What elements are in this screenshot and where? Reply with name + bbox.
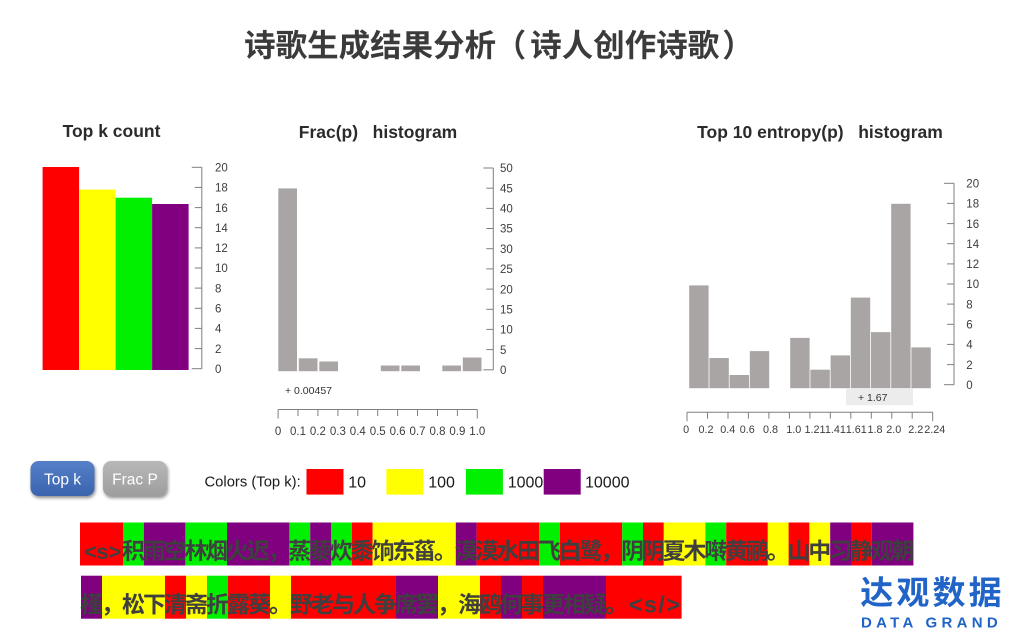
svg-text:0.7: 0.7 [410, 426, 426, 438]
svg-text:0: 0 [500, 365, 506, 377]
svg-text:0.1: 0.1 [290, 426, 306, 438]
svg-text:20: 20 [215, 163, 228, 175]
svg-text:10: 10 [500, 325, 513, 337]
svg-text:25: 25 [500, 264, 513, 276]
svg-text:2: 2 [966, 360, 972, 372]
svg-text:+ 0.00457: + 0.00457 [285, 385, 332, 397]
svg-text:10: 10 [348, 475, 366, 492]
svg-text:1.21: 1.21 [804, 424, 825, 436]
svg-text:0: 0 [966, 380, 972, 392]
svg-text:0.8: 0.8 [430, 426, 446, 438]
svg-text:+ 1.67: + 1.67 [858, 392, 888, 404]
svg-text:15: 15 [500, 305, 513, 317]
svg-text:50: 50 [500, 163, 513, 175]
svg-text:<s>: <s> [84, 540, 121, 564]
svg-text:20: 20 [500, 284, 513, 296]
svg-text:16: 16 [215, 203, 228, 215]
svg-text:45: 45 [500, 183, 513, 195]
svg-text:0: 0 [275, 426, 281, 438]
svg-text:1000: 1000 [508, 475, 544, 492]
svg-text:2: 2 [215, 344, 221, 356]
svg-text:0.8: 0.8 [763, 424, 778, 436]
svg-text:18: 18 [215, 183, 228, 195]
svg-text:0.5: 0.5 [370, 426, 386, 438]
svg-text:0.3: 0.3 [330, 426, 346, 438]
svg-text:5: 5 [500, 345, 506, 357]
svg-text:2.2: 2.2 [908, 424, 923, 436]
svg-text:4: 4 [215, 324, 222, 336]
svg-text:0.6: 0.6 [740, 424, 755, 436]
svg-text:0: 0 [215, 364, 221, 376]
svg-text:4: 4 [966, 340, 973, 352]
svg-text:14: 14 [966, 239, 979, 251]
svg-text:0.9: 0.9 [449, 426, 465, 438]
svg-text:2.0: 2.0 [886, 424, 901, 436]
svg-text:8: 8 [966, 299, 972, 311]
svg-text:0.2: 0.2 [698, 424, 713, 436]
svg-text:14: 14 [215, 223, 228, 235]
svg-text:18: 18 [966, 199, 979, 211]
svg-text:10: 10 [215, 263, 228, 275]
svg-text:16: 16 [966, 219, 979, 231]
svg-text:40: 40 [500, 204, 513, 216]
svg-text:12: 12 [966, 259, 979, 271]
svg-text:0.4: 0.4 [350, 426, 367, 438]
svg-text:<s/>: <s/> [629, 592, 681, 618]
svg-text:2.24: 2.24 [924, 424, 945, 436]
svg-text:1.8: 1.8 [867, 424, 882, 436]
svg-text:Frac(p) histogram: Frac(p) histogram [299, 122, 458, 142]
svg-text:0.2: 0.2 [310, 426, 326, 438]
svg-text:10000: 10000 [585, 475, 630, 492]
svg-text:Frac P: Frac P [112, 472, 158, 489]
svg-text:1.41: 1.41 [825, 424, 846, 436]
svg-text:1.0: 1.0 [786, 424, 801, 436]
svg-text:1.61: 1.61 [846, 424, 867, 436]
svg-text:12: 12 [215, 243, 228, 255]
svg-text:Top k count: Top k count [63, 121, 161, 141]
svg-text:DATA GRAND: DATA GRAND [861, 615, 1002, 632]
svg-text:8: 8 [215, 283, 221, 295]
svg-text:Top k: Top k [44, 472, 81, 489]
svg-text:Colors (Top k):: Colors (Top k): [205, 475, 301, 491]
svg-text:0: 0 [683, 424, 689, 436]
svg-text:10: 10 [966, 279, 979, 291]
svg-text:100: 100 [428, 475, 455, 492]
svg-text:6: 6 [966, 320, 972, 332]
svg-text:0.4: 0.4 [720, 424, 735, 436]
svg-text:20: 20 [966, 179, 979, 191]
svg-text:6: 6 [215, 304, 221, 316]
svg-text:35: 35 [500, 224, 513, 236]
svg-text:30: 30 [500, 244, 513, 256]
svg-text:Top 10 entropy(p) histogram: Top 10 entropy(p) histogram [697, 122, 943, 142]
svg-text:0.6: 0.6 [390, 426, 406, 438]
svg-text:1.0: 1.0 [469, 426, 485, 438]
